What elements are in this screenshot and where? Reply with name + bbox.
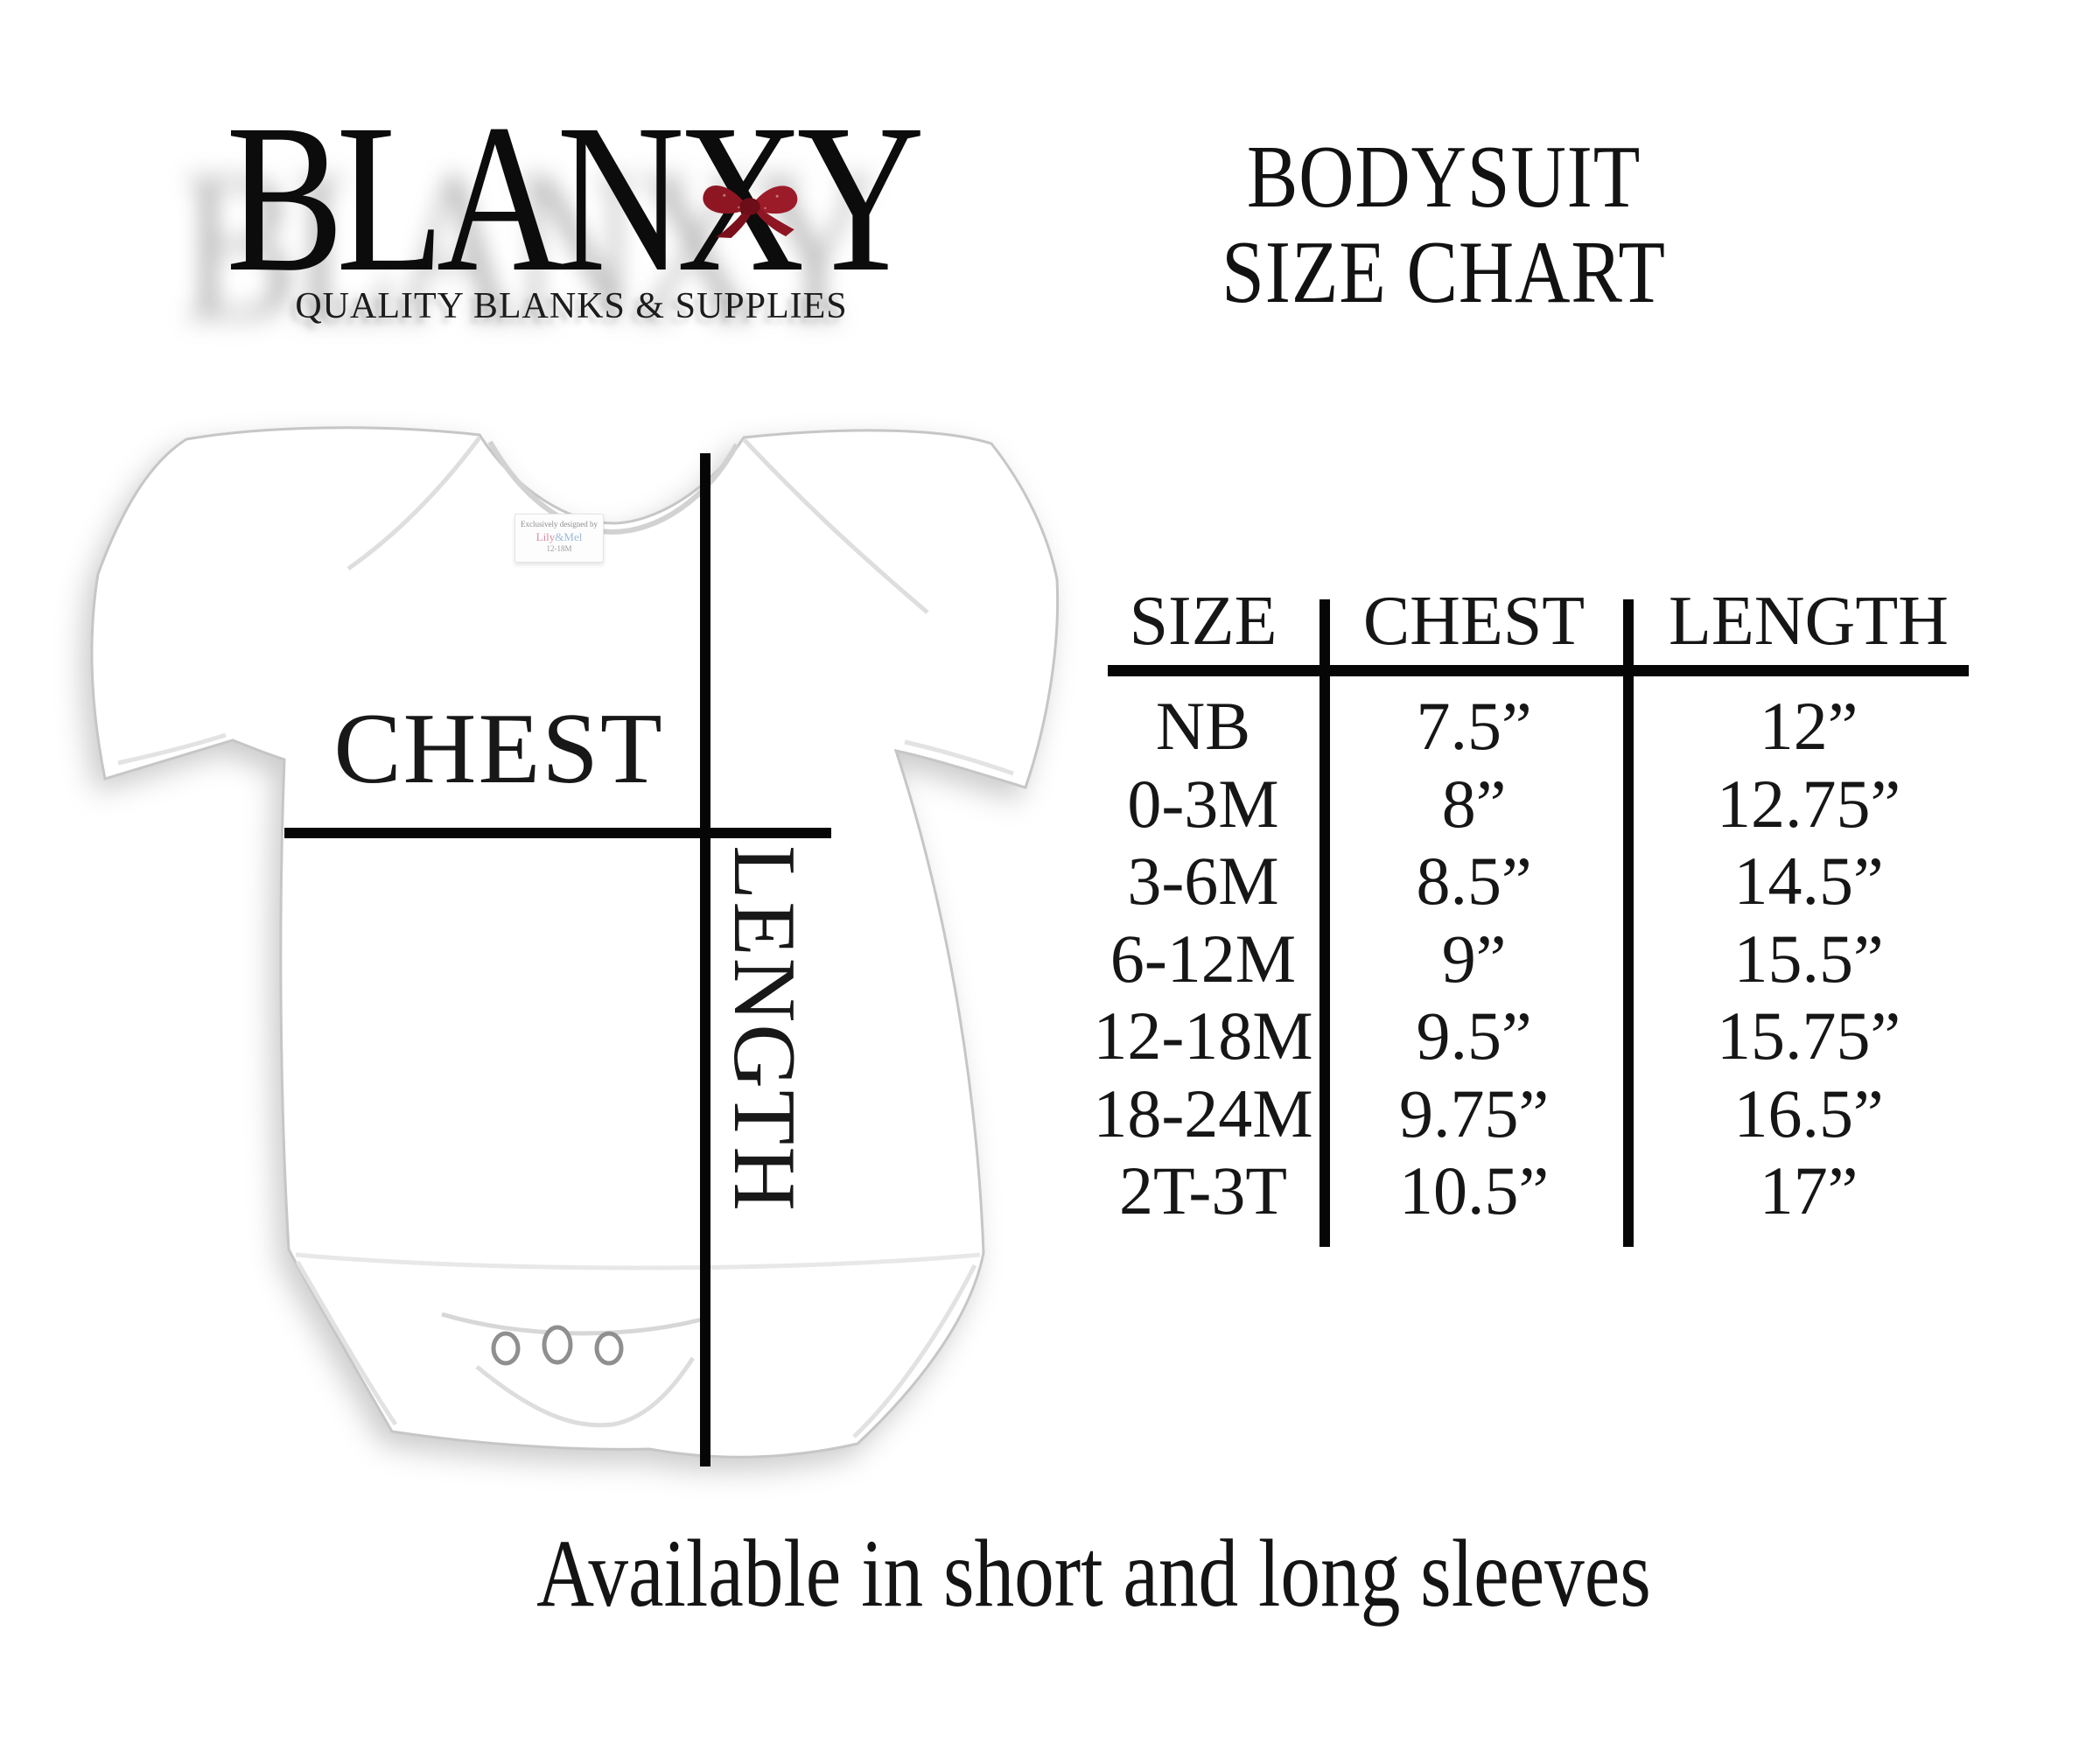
- bow-left-tail: [715, 209, 751, 239]
- right-leg-binding: [852, 1264, 977, 1438]
- bow-right-tail: [754, 206, 794, 237]
- brand-tagline: QUALITY BLANKS & SUPPLIES: [295, 286, 848, 326]
- cell-size: 0-3M: [1127, 765, 1279, 842]
- table-row: NB 7.5” 12”: [1089, 688, 1986, 766]
- cell-chest: 9.75”: [1398, 1074, 1550, 1152]
- cell-length: 17”: [1759, 1152, 1858, 1228]
- right-shoulder-fold: [742, 438, 929, 614]
- cell-length: 12.75”: [1716, 765, 1901, 842]
- table-divider-2: [1623, 599, 1634, 1247]
- table-row: 12-18M 9.5” 15.75”: [1089, 998, 1986, 1075]
- column-header-length: LENGTH: [1669, 583, 1949, 660]
- crotch-fold: [475, 1356, 696, 1428]
- page-title-line1: BODYSUIT: [1246, 128, 1642, 227]
- table-row: 18-24M 9.75” 16.5”: [1089, 1075, 1986, 1153]
- cell-chest: 8”: [1441, 765, 1507, 842]
- waist-seam: [295, 1252, 981, 1270]
- red-bow-icon: [703, 185, 798, 239]
- cell-length: 14.5”: [1733, 843, 1884, 919]
- availability-note: Available in short and long sleeves: [536, 1520, 1651, 1627]
- table-row: 6-12M 9” 15.5”: [1089, 920, 1986, 998]
- cell-size: 12-18M: [1093, 998, 1313, 1074]
- table-row: 0-3M 8” 12.75”: [1089, 766, 1986, 844]
- cell-size: 3-6M: [1127, 843, 1279, 919]
- left-sleeve-hem: [117, 732, 227, 766]
- chest-label: CHEST: [333, 693, 664, 805]
- page-title-line2: SIZE CHART: [1222, 223, 1666, 322]
- size-table-header: SIZE CHEST LENGTH: [1089, 579, 1986, 663]
- cell-length: 16.5”: [1733, 1074, 1884, 1152]
- cell-chest: 8.5”: [1416, 843, 1532, 919]
- cell-size: 2T-3T: [1118, 1152, 1288, 1228]
- neck-tag-size: 12-18M: [546, 544, 572, 553]
- size-table-body: NB 7.5” 12” 0-3M 8” 12.75” 3-6M 8.5” 14.…: [1089, 688, 1986, 1230]
- table-header-rule: [1108, 665, 1969, 676]
- chest-measure-line: [284, 828, 831, 838]
- cell-chest: 9”: [1441, 920, 1507, 997]
- right-sleeve-hem: [904, 739, 1014, 776]
- page-title: BODYSUIT SIZE CHART: [1128, 130, 1760, 320]
- table-divider-1: [1320, 599, 1330, 1247]
- left-leg-binding: [295, 1260, 398, 1426]
- cell-size: 18-24M: [1093, 1074, 1313, 1152]
- neck-tag: Exclusively designed by Lily&Mel 12-18M: [514, 514, 604, 563]
- cell-length: 12”: [1759, 688, 1858, 764]
- neck-tag-brand: Lily&Mel: [536, 530, 583, 543]
- column-header-size: SIZE: [1129, 583, 1278, 660]
- bodysuit-outline: [90, 426, 1060, 1459]
- left-shoulder-fold: [346, 436, 482, 571]
- cell-size: 6-12M: [1110, 920, 1297, 997]
- bow-right-loop: [753, 186, 798, 214]
- length-label: LENGTH: [715, 845, 814, 1213]
- bow-left-loop: [703, 185, 746, 214]
- cell-chest: 9.5”: [1416, 998, 1532, 1074]
- cell-length: 15.5”: [1733, 920, 1884, 997]
- bow-knot: [739, 198, 760, 215]
- snap-button: [542, 1325, 573, 1365]
- brand-logo-shadow: BLANXY: [180, 127, 879, 364]
- snap-button: [594, 1331, 624, 1366]
- snap-button: [491, 1331, 521, 1366]
- cell-chest: 7.5”: [1416, 688, 1532, 764]
- snap-flap-edge: [441, 1312, 703, 1336]
- cell-chest: 10.5”: [1398, 1152, 1550, 1228]
- brand-logo: BLANXY: [226, 79, 925, 316]
- neck-tag-line1: Exclusively designed by: [521, 520, 598, 528]
- table-row: 2T-3T 10.5” 17”: [1089, 1152, 1986, 1230]
- cell-length: 15.75”: [1716, 998, 1901, 1074]
- length-measure-line: [700, 453, 710, 1466]
- cell-size: NB: [1155, 688, 1251, 764]
- column-header-chest: CHEST: [1362, 583, 1586, 660]
- table-row: 3-6M 8.5” 14.5”: [1089, 843, 1986, 920]
